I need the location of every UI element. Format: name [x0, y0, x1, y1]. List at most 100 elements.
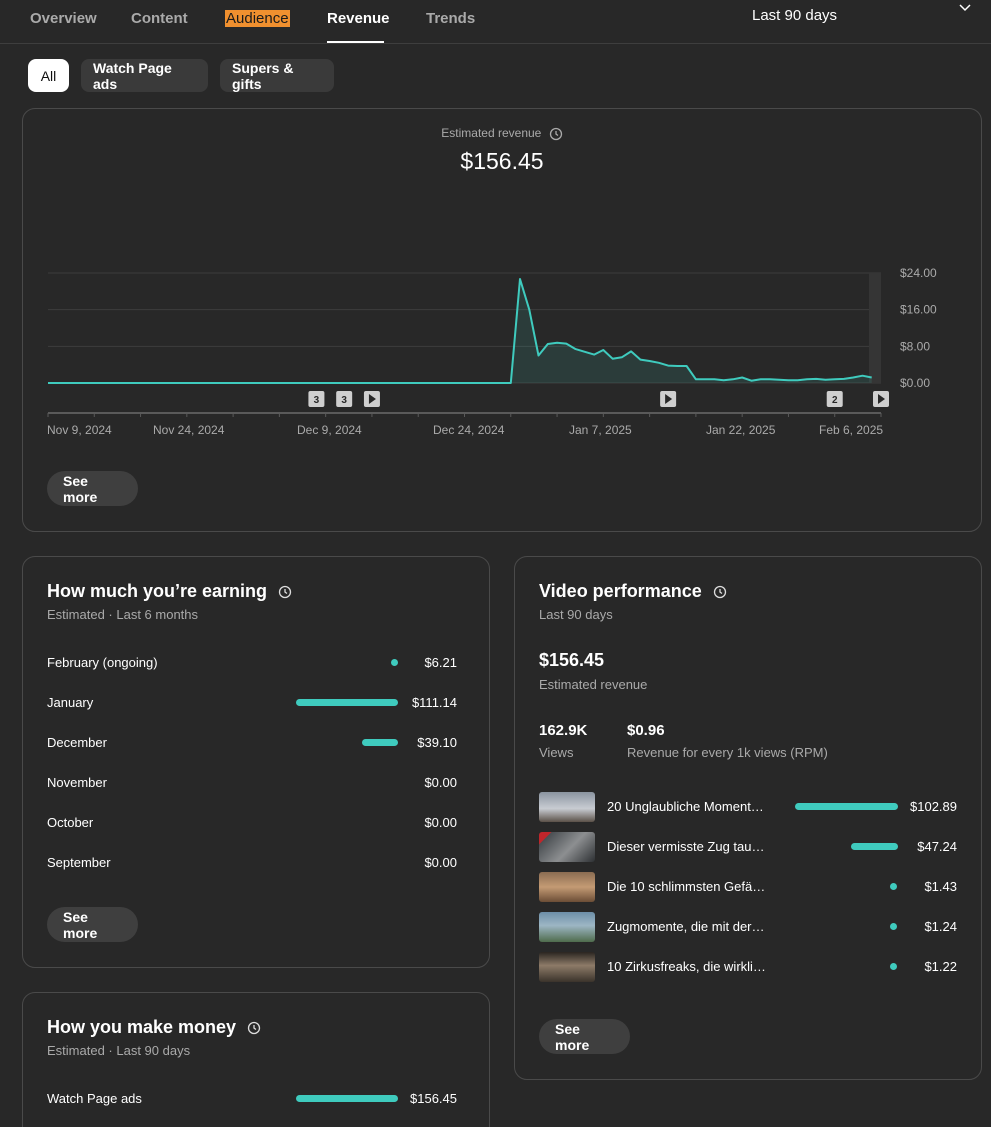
video-title[interactable]: Zugmomente, die mit der… [607, 919, 765, 934]
chip-supers-gifts[interactable]: Supers & gifts [220, 59, 334, 92]
video-published-marker[interactable] [873, 391, 889, 407]
money-title-row: How you make money [47, 1017, 261, 1038]
earning-row-value: $111.14 [411, 695, 457, 710]
money-title: How you make money [47, 1017, 237, 1037]
tab-audience[interactable]: Audience [225, 10, 290, 27]
video-thumbnail[interactable] [539, 952, 595, 982]
video-thumbnail[interactable] [539, 792, 595, 822]
see-more-button[interactable]: See more [47, 907, 138, 942]
video-perf-subtitle: Last 90 days [539, 607, 613, 622]
metric-label-row: Estimated revenue [23, 126, 981, 141]
chart-x-tick-label: Nov 24, 2024 [153, 423, 225, 437]
tab-audience-label: Audience [225, 10, 290, 27]
earning-row-label: December [47, 735, 107, 750]
chart-series-area [48, 279, 872, 383]
earning-row-label: February (ongoing) [47, 655, 158, 670]
video-revenue-value: $102.89 [910, 799, 957, 814]
metric-value: $156.45 [460, 148, 544, 174]
earning-row-label: January [47, 695, 94, 710]
video-revenue-bar [795, 803, 898, 810]
chip-watch-page-ads[interactable]: Watch Page ads [81, 59, 208, 92]
video-perf-title-row: Video performance [539, 581, 727, 602]
play-icon [878, 394, 885, 404]
video-revenue-bar [890, 883, 897, 890]
video-revenue-bar [890, 923, 897, 930]
earning-title: How much you’re earning [47, 581, 268, 601]
see-more-button[interactable]: See more [539, 1019, 630, 1054]
chevron-down-icon[interactable] [958, 1, 972, 15]
earning-row-bar [391, 659, 398, 666]
see-more-button[interactable]: See more [47, 471, 138, 506]
money-subtitle: Estimated · Last 90 days [47, 1043, 191, 1058]
money-row-bar [296, 1095, 398, 1102]
chart-x-tick-label: Feb 6, 2025 [819, 423, 883, 437]
tab-overview[interactable]: Overview [30, 10, 97, 27]
upload-count-label: 3 [341, 395, 347, 406]
clock-icon[interactable] [549, 127, 563, 141]
earning-title-row: How much you’re earning [47, 581, 292, 602]
views-value: 162.9K [539, 722, 588, 739]
revenue-label: Estimated revenue [539, 677, 648, 692]
video-perf-title: Video performance [539, 581, 702, 601]
chart-x-tick-label: Dec 24, 2024 [433, 423, 505, 437]
video-thumbnail[interactable] [539, 832, 595, 862]
period-selector-label[interactable]: Last 90 days [752, 7, 838, 24]
chart-y-tick: $24.00 [900, 266, 937, 280]
earning-row-value: $0.00 [424, 775, 457, 790]
chart-y-tick: $16.00 [900, 303, 937, 317]
earning-row-value: $6.21 [424, 655, 457, 670]
video-performance-card: Video performance Last 90 days $156.45 E… [514, 556, 982, 1080]
metric-label: Estimated revenue [441, 126, 542, 140]
revenue-chart-card: Estimated revenue $156.45 $24.00 $16.00 $8… [22, 108, 982, 532]
earning-row-label: November [47, 775, 107, 790]
money-row-label: Watch Page ads [47, 1091, 142, 1106]
video-title[interactable]: Die 10 schlimmsten Gefä… [607, 879, 766, 894]
earning-row-label: October [47, 815, 94, 830]
play-icon [665, 394, 673, 404]
chart-x-tick-label: Dec 9, 2024 [297, 423, 362, 437]
chart-series-line[interactable] [48, 278, 872, 384]
top-tab-bar: Overview Content Audience Revenue Trends… [0, 0, 991, 44]
upload-count-marker[interactable]: 2 [826, 391, 843, 407]
video-published-marker[interactable] [660, 391, 677, 407]
clock-icon[interactable] [278, 585, 292, 599]
earning-subtitle: Estimated · Last 6 months [47, 607, 199, 622]
video-revenue-value: $1.24 [924, 919, 957, 934]
tab-revenue[interactable]: Revenue [327, 10, 390, 27]
upload-count-marker[interactable]: 3 [308, 391, 325, 407]
earning-row-value: $0.00 [424, 815, 457, 830]
make-money-card: How you make money Estimated · Last 90 d… [22, 992, 490, 1127]
chart-x-tick-label: Jan 7, 2025 [569, 423, 632, 437]
tab-content[interactable]: Content [131, 10, 188, 27]
upload-count-label: 2 [832, 395, 838, 406]
upload-count-marker[interactable]: 3 [336, 391, 353, 407]
video-thumbnail[interactable] [539, 872, 595, 902]
video-revenue-bar [850, 843, 898, 850]
earning-row-bar [362, 739, 398, 746]
video-revenue-bar [890, 963, 897, 970]
earning-row-value: $0.00 [424, 855, 457, 870]
video-published-marker[interactable] [363, 391, 380, 407]
video-title[interactable]: Dieser vermisste Zug tau… [607, 839, 765, 854]
clock-icon[interactable] [713, 585, 727, 599]
rpm-label: Revenue for every 1k views (RPM) [627, 745, 828, 760]
active-tab-indicator [327, 41, 384, 43]
rpm-value: $0.96 [627, 722, 665, 739]
tab-trends[interactable]: Trends [426, 10, 476, 27]
video-revenue-value: $1.22 [924, 959, 957, 974]
chart-y-tick: $8.00 [900, 339, 930, 353]
earning-row-label: September [47, 855, 111, 870]
video-title[interactable]: 20 Unglaubliche Moment… [607, 799, 764, 814]
chart-partial-period-shade [869, 273, 881, 383]
earning-card: How much you’re earning Estimated · Last… [22, 556, 490, 968]
video-revenue-value: $1.43 [924, 879, 957, 894]
money-row-value: $156.45 [410, 1091, 457, 1106]
chip-all[interactable]: All [28, 59, 69, 92]
clock-icon[interactable] [247, 1021, 261, 1035]
chart-y-tick: $0.00 [900, 376, 930, 390]
video-title[interactable]: 10 Zirkusfreaks, die wirkli… [607, 959, 766, 974]
video-thumbnail[interactable] [539, 912, 595, 942]
earning-row-value: $39.10 [417, 735, 457, 750]
chart-x-tick-label: Nov 9, 2024 [47, 423, 112, 437]
revenue-chart[interactable]: $24.00 $16.00 $8.00 $0.00 3 3 2 Nov 9, 2024 Nov … [23, 109, 981, 459]
